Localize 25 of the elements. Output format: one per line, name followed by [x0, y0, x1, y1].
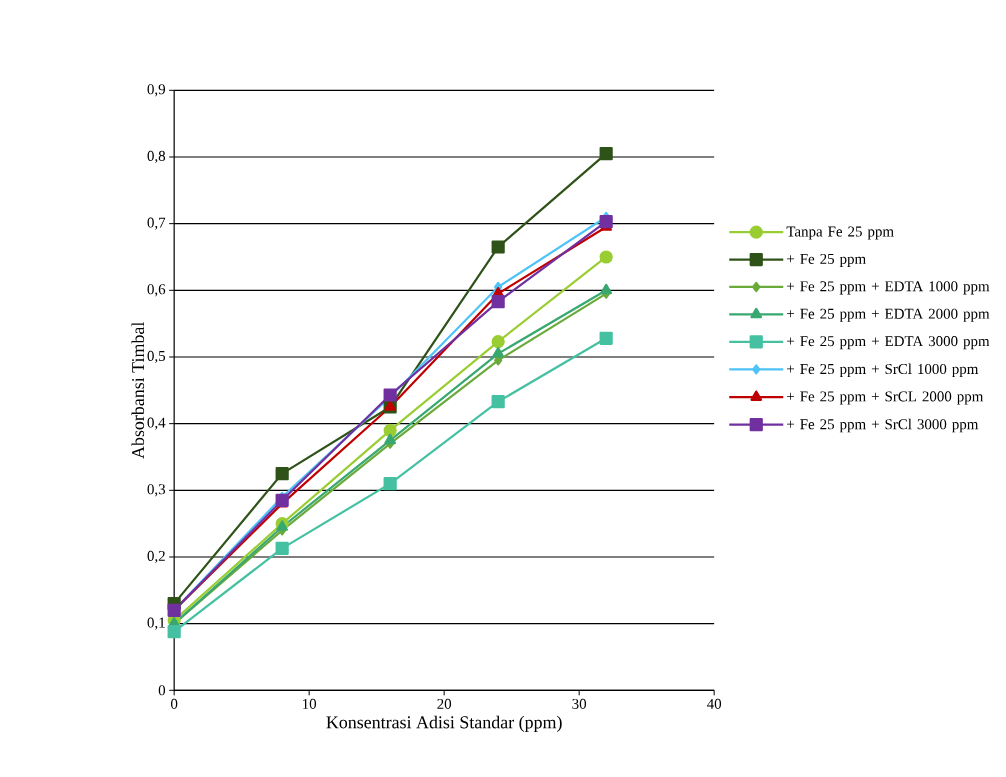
x-tick-label: 40 — [706, 698, 722, 709]
legend-label: + Fe 25 ppm + SrCl 1000 ppm — [787, 363, 979, 378]
y-tick-label: 0,7 — [147, 217, 166, 230]
y-tick-label: 0,1 — [147, 617, 165, 630]
x-tick-label: 30 — [572, 698, 587, 709]
legend-label: + Fe 25 ppm + EDTA 1000 ppm — [787, 281, 990, 295]
y-tick-label: 0 — [158, 685, 166, 696]
legend-label: + Fe 25 ppm + SrCl 3000 ppm — [787, 418, 979, 433]
legend-label: + Fe 25 ppm + EDTA 3000 ppm — [787, 336, 990, 350]
x-tick-label: 0 — [170, 698, 178, 709]
y-tick-label: 0,5 — [147, 350, 166, 364]
y-tick-label: 0,2 — [147, 550, 165, 564]
y-tick-label: 0,8 — [147, 150, 166, 164]
legend-label: + Fe 25 ppm + SrCL 2000 ppm — [787, 391, 984, 405]
x-tick-label: 20 — [437, 698, 452, 709]
legend-label: Tanpa Fe 25 ppm — [786, 226, 894, 240]
legend-label: + Fe 25 ppm + EDTA 2000 ppm — [787, 308, 990, 322]
legend-label: + Fe 25 ppm — [787, 253, 866, 267]
y-axis-title: Absorbansi Timbal — [131, 322, 145, 459]
y-tick-label: 0,6 — [147, 284, 166, 297]
x-axis-title: Konsentrasi Adisi Standar (ppm) — [326, 715, 562, 733]
y-tick-label: 0,4 — [147, 417, 166, 430]
y-tick-label: 0,9 — [147, 84, 166, 97]
y-tick-label: 0,3 — [147, 484, 166, 497]
x-tick-label: 10 — [303, 698, 317, 709]
